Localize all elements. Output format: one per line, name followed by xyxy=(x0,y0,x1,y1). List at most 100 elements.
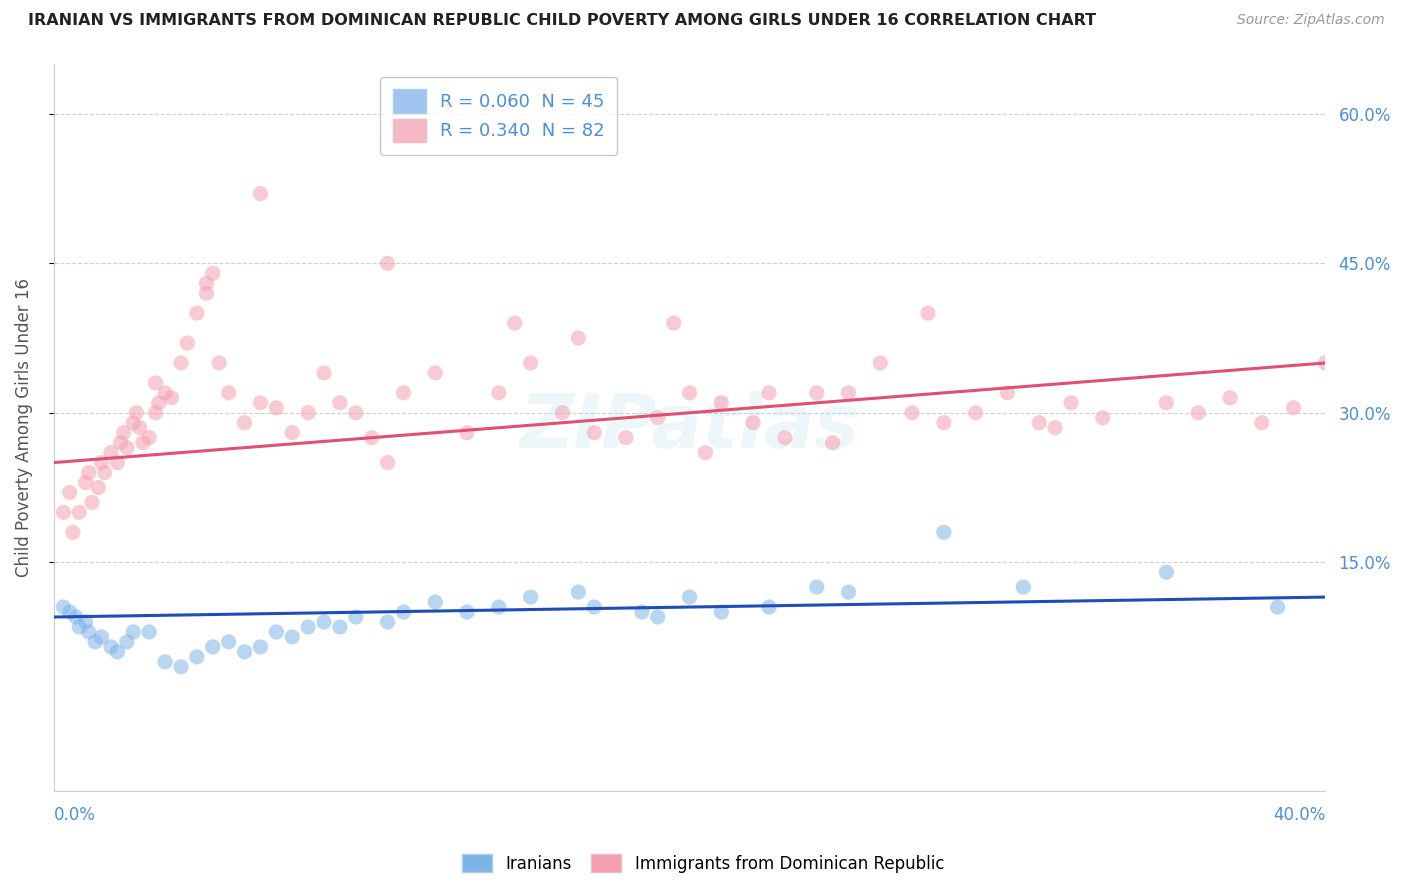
Point xyxy=(100,640,122,654)
Point xyxy=(297,620,319,634)
Point xyxy=(75,615,97,629)
Point xyxy=(806,580,828,594)
Point xyxy=(233,416,256,430)
Point xyxy=(249,186,271,201)
Point xyxy=(392,605,415,619)
Point xyxy=(567,331,589,345)
Legend: R = 0.060  N = 45, R = 0.340  N = 82: R = 0.060 N = 45, R = 0.340 N = 82 xyxy=(381,77,617,154)
Point xyxy=(519,356,541,370)
Point xyxy=(249,396,271,410)
Point xyxy=(614,431,637,445)
Point xyxy=(425,366,447,380)
Point xyxy=(901,406,924,420)
Point xyxy=(125,406,148,420)
Point xyxy=(1219,391,1241,405)
Point xyxy=(62,525,84,540)
Point xyxy=(138,431,160,445)
Point xyxy=(678,590,700,604)
Point xyxy=(132,435,155,450)
Point xyxy=(115,635,138,649)
Point xyxy=(1060,396,1083,410)
Point xyxy=(1012,580,1035,594)
Point xyxy=(176,336,198,351)
Point xyxy=(1156,396,1178,410)
Point xyxy=(233,645,256,659)
Point xyxy=(186,649,208,664)
Point xyxy=(344,406,367,420)
Point xyxy=(1091,410,1114,425)
Point xyxy=(662,316,685,330)
Point xyxy=(567,585,589,599)
Point xyxy=(201,640,224,654)
Point xyxy=(170,660,193,674)
Point xyxy=(297,406,319,420)
Point xyxy=(249,640,271,654)
Point xyxy=(77,624,100,639)
Point xyxy=(84,635,107,649)
Point xyxy=(195,286,218,301)
Point xyxy=(153,385,176,400)
Point xyxy=(80,495,103,509)
Point xyxy=(773,431,796,445)
Point xyxy=(758,600,780,615)
Point xyxy=(631,605,654,619)
Point xyxy=(806,385,828,400)
Y-axis label: Child Poverty Among Girls Under 16: Child Poverty Among Girls Under 16 xyxy=(15,278,32,577)
Text: ZIPatlas: ZIPatlas xyxy=(520,392,859,464)
Point xyxy=(997,385,1019,400)
Point xyxy=(75,475,97,490)
Point xyxy=(488,385,510,400)
Point xyxy=(503,316,526,330)
Point xyxy=(1267,600,1289,615)
Point xyxy=(266,624,288,639)
Point xyxy=(65,610,87,624)
Point xyxy=(965,406,987,420)
Point xyxy=(1028,416,1050,430)
Point xyxy=(1043,420,1066,434)
Point xyxy=(195,277,218,291)
Point xyxy=(128,420,150,434)
Point xyxy=(1187,406,1209,420)
Point xyxy=(869,356,891,370)
Point xyxy=(115,441,138,455)
Text: 0.0%: 0.0% xyxy=(53,806,96,824)
Point xyxy=(281,425,304,440)
Point xyxy=(837,385,859,400)
Point xyxy=(583,425,606,440)
Point xyxy=(312,366,335,380)
Point xyxy=(519,590,541,604)
Point xyxy=(1282,401,1305,415)
Point xyxy=(59,605,82,619)
Point xyxy=(710,605,733,619)
Point xyxy=(122,416,145,430)
Point xyxy=(932,525,955,540)
Point xyxy=(107,645,129,659)
Point xyxy=(160,391,183,405)
Point xyxy=(110,435,132,450)
Point xyxy=(145,376,167,390)
Point xyxy=(90,630,112,644)
Point xyxy=(138,624,160,639)
Point xyxy=(710,396,733,410)
Point xyxy=(377,456,399,470)
Point xyxy=(456,425,478,440)
Point xyxy=(1156,565,1178,579)
Point xyxy=(90,456,112,470)
Point xyxy=(360,431,382,445)
Point xyxy=(148,396,170,410)
Point xyxy=(186,306,208,320)
Point xyxy=(1315,356,1337,370)
Point xyxy=(112,425,135,440)
Point xyxy=(208,356,231,370)
Point xyxy=(122,624,145,639)
Point xyxy=(100,445,122,459)
Point xyxy=(329,396,352,410)
Point xyxy=(377,615,399,629)
Point xyxy=(281,630,304,644)
Point xyxy=(87,481,110,495)
Point xyxy=(93,466,115,480)
Point xyxy=(52,505,75,519)
Text: Source: ZipAtlas.com: Source: ZipAtlas.com xyxy=(1237,13,1385,28)
Point xyxy=(678,385,700,400)
Point xyxy=(153,655,176,669)
